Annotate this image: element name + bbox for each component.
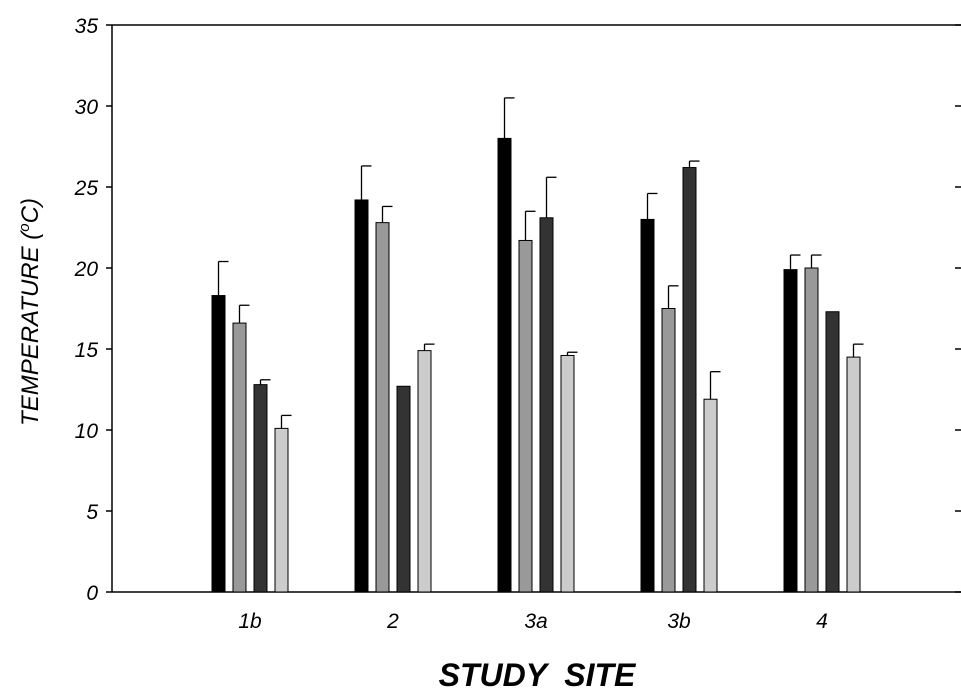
bar <box>417 350 432 593</box>
bar <box>354 199 369 593</box>
y-tick-label: 30 <box>75 96 99 119</box>
bar <box>375 222 390 593</box>
bar <box>783 269 798 593</box>
bar <box>274 427 289 593</box>
x-tick-label: 3b <box>667 610 691 633</box>
y-tick-label: 20 <box>74 258 99 281</box>
y-tick-label: 10 <box>75 420 99 443</box>
y-tick-label: 35 <box>75 15 99 38</box>
bar <box>640 218 655 593</box>
x-tick-label: 1b <box>238 610 262 633</box>
bar <box>661 308 676 593</box>
error-bars <box>217 97 864 429</box>
bar <box>846 356 861 593</box>
y-tick-label: 5 <box>86 501 98 524</box>
bar <box>211 295 226 593</box>
y-axis-title: TEMPERATURE (oC) <box>16 198 44 426</box>
bar <box>497 137 512 593</box>
bar <box>539 217 554 593</box>
bar-series <box>211 137 861 593</box>
bar <box>825 311 840 593</box>
bar <box>253 384 268 593</box>
bar <box>396 385 411 593</box>
y-axis-ticks: 0 5 10 15 20 25 30 35 <box>74 15 961 605</box>
x-axis-title: STUDY SITE <box>439 657 637 691</box>
bar <box>518 239 533 593</box>
x-tick-label: 4 <box>816 610 828 633</box>
y-tick-label: 0 <box>86 582 98 605</box>
x-tick-label: 3a <box>524 610 547 633</box>
x-axis-ticks: 1b 2 3a 3b 4 <box>238 610 828 633</box>
bar <box>682 167 697 593</box>
bar <box>232 322 247 593</box>
bar <box>703 398 718 593</box>
y-tick-label: 25 <box>74 177 99 200</box>
bar <box>804 267 819 593</box>
bar <box>560 354 575 593</box>
x-tick-label: 2 <box>386 610 399 633</box>
y-tick-label: 15 <box>75 339 99 362</box>
